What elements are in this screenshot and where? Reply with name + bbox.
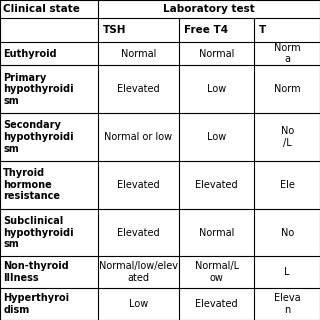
Text: Low: Low bbox=[207, 132, 227, 142]
Text: Free T4: Free T4 bbox=[184, 25, 228, 35]
Text: Normal: Normal bbox=[199, 228, 235, 237]
Text: No
/L: No /L bbox=[281, 126, 294, 148]
Text: Elevated: Elevated bbox=[196, 180, 238, 190]
Text: Eleva
n: Eleva n bbox=[274, 293, 300, 315]
Text: Elevated: Elevated bbox=[117, 228, 160, 237]
Text: Secondary
hypothyroidi
sm: Secondary hypothyroidi sm bbox=[3, 120, 74, 154]
Text: Euthyroid: Euthyroid bbox=[3, 49, 57, 59]
Text: Low: Low bbox=[207, 84, 227, 94]
Text: Normal: Normal bbox=[121, 49, 156, 59]
Text: No: No bbox=[281, 228, 294, 237]
Text: Non-thyroid
Illness: Non-thyroid Illness bbox=[3, 261, 69, 283]
Text: Primary
hypothyroidi
sm: Primary hypothyroidi sm bbox=[3, 73, 74, 106]
Text: Normal: Normal bbox=[199, 49, 235, 59]
Text: Normal/low/elev
ated: Normal/low/elev ated bbox=[99, 261, 178, 283]
Text: Elevated: Elevated bbox=[196, 299, 238, 309]
Text: Elevated: Elevated bbox=[117, 84, 160, 94]
Text: Normal or low: Normal or low bbox=[104, 132, 172, 142]
Text: Subclinical
hypothyroidi
sm: Subclinical hypothyroidi sm bbox=[3, 216, 74, 249]
Text: Hyperthyroi
dism: Hyperthyroi dism bbox=[3, 293, 69, 315]
Text: Laboratory test: Laboratory test bbox=[163, 4, 255, 14]
Text: Clinical state: Clinical state bbox=[3, 4, 80, 14]
Text: Ele: Ele bbox=[280, 180, 295, 190]
Text: Elevated: Elevated bbox=[117, 180, 160, 190]
Text: T: T bbox=[259, 25, 267, 35]
Text: L: L bbox=[284, 267, 290, 277]
Text: Norm
a: Norm a bbox=[274, 43, 300, 64]
Text: Normal/L
ow: Normal/L ow bbox=[195, 261, 239, 283]
Text: Norm: Norm bbox=[274, 84, 300, 94]
Text: Thyroid
hormone
resistance: Thyroid hormone resistance bbox=[3, 168, 60, 201]
Text: TSH: TSH bbox=[102, 25, 126, 35]
Text: Low: Low bbox=[129, 299, 148, 309]
